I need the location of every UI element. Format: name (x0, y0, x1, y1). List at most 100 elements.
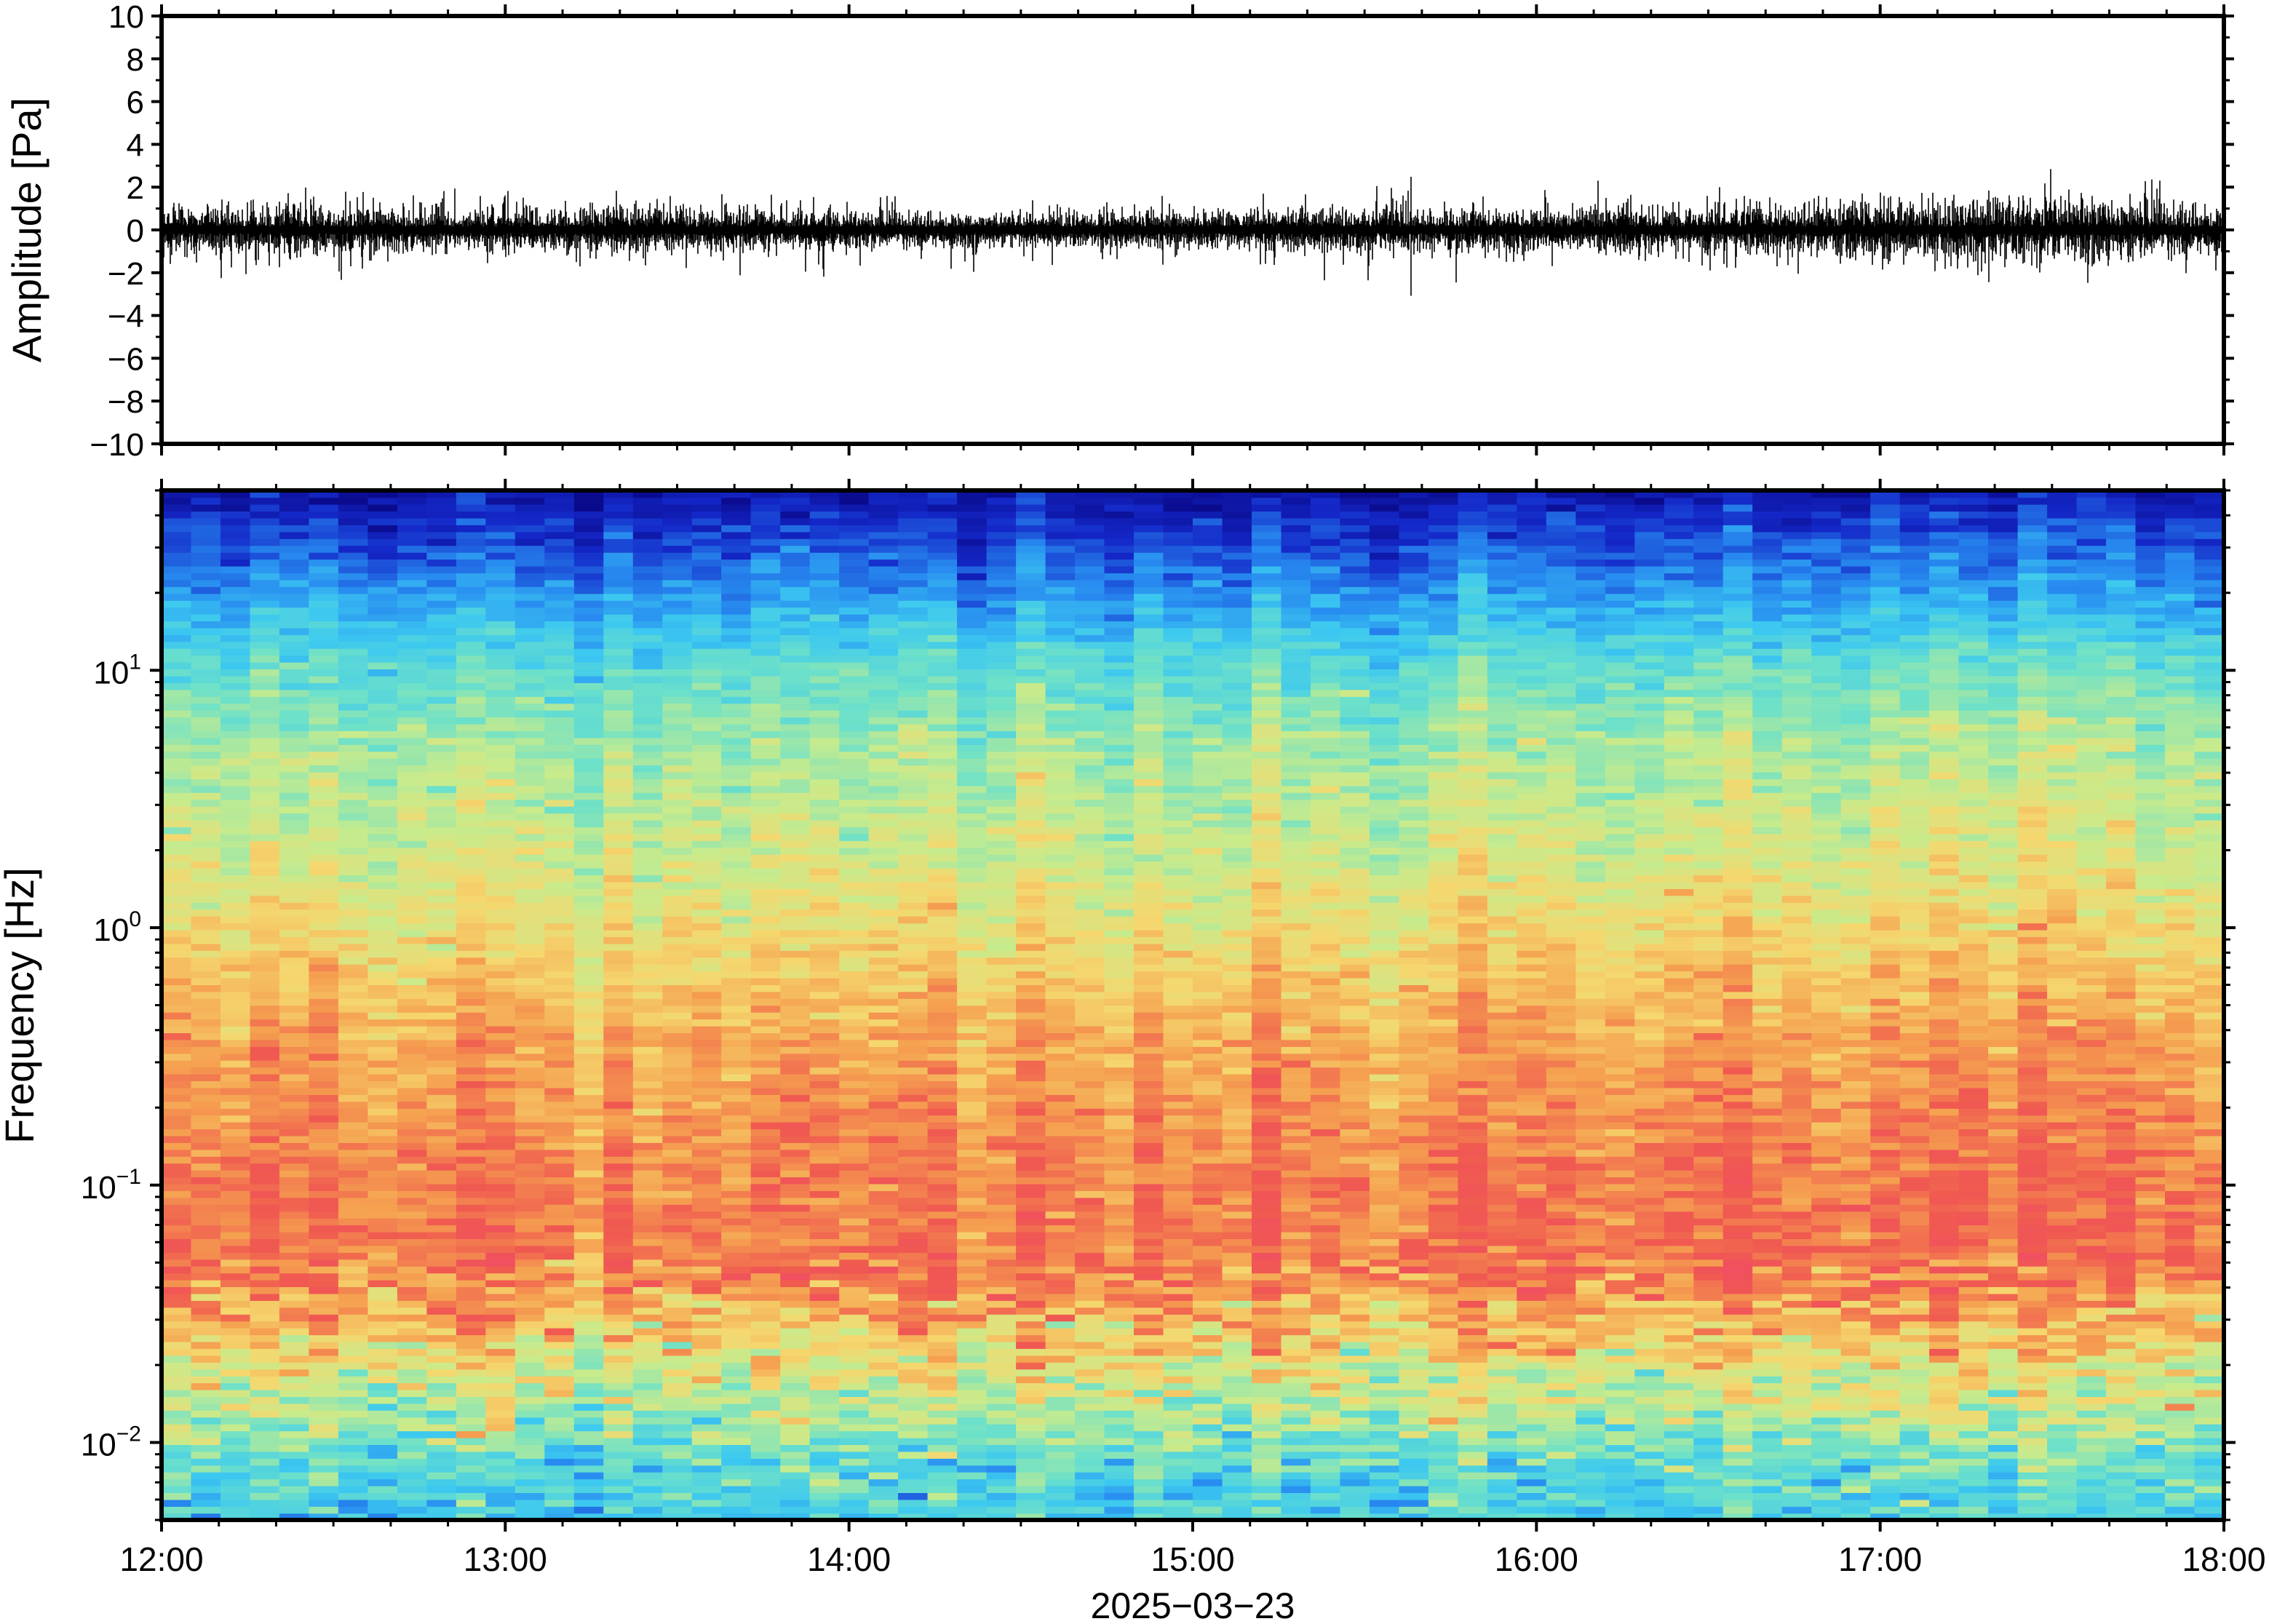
spectrogram-cell (162, 1334, 192, 1342)
spectrogram-cell (1399, 1252, 1429, 1260)
spectrogram-cell (868, 1204, 899, 1212)
spectrogram-cell (1840, 1293, 1871, 1301)
spectrogram-cell (220, 1094, 251, 1102)
spectrogram-cell (2165, 1169, 2196, 1178)
waveform-y-tick-label: 6 (127, 85, 144, 121)
spectrogram-cell (2135, 1183, 2166, 1191)
spectrogram-cell (868, 1334, 899, 1342)
spectrogram-cell (898, 1334, 929, 1342)
spectrogram-cell (1575, 1231, 1606, 1239)
spectrogram-cell (1487, 1293, 1518, 1301)
spectrogram-cell (603, 1307, 634, 1315)
spectrogram-cell (1487, 1396, 1518, 1404)
spectrogram-cell (1693, 1053, 1724, 1061)
spectrogram-cell (1517, 1101, 1547, 1109)
spectrogram-cell (1281, 1225, 1311, 1233)
spectrogram-cell (1781, 1129, 1812, 1137)
spectrogram-cell (1252, 1121, 1282, 1130)
spectrogram-cell (1016, 1321, 1046, 1329)
spectrogram-cell (1075, 1190, 1105, 1198)
spectrogram-cell (1193, 1156, 1223, 1164)
spectrogram-cell (986, 1472, 1017, 1480)
spectrogram-cell (1575, 1403, 1606, 1411)
spectrogram-cell (1752, 1053, 1783, 1061)
spectrogram-cell (1958, 1101, 1989, 1109)
spectrogram-cell (1487, 1286, 1518, 1294)
spectrogram-cell (603, 1327, 634, 1336)
spectrogram-cell (544, 1458, 575, 1466)
spectrogram-cell (2106, 1067, 2137, 1075)
spectrogram-cell (2017, 1211, 2048, 1219)
spectrogram-cell (1104, 1156, 1134, 1164)
spectrogram-cell (514, 1190, 546, 1198)
spectrogram-cell (573, 1039, 605, 1047)
spectrogram-cell (957, 1389, 988, 1397)
spectrogram-cell (2165, 1094, 2196, 1102)
spectrogram-cell (1517, 1231, 1547, 1239)
spectrogram-cell (1722, 1238, 1753, 1246)
spectrogram-cell (868, 1225, 899, 1233)
spectrogram-cell (220, 1204, 251, 1212)
spectrogram-cell (309, 1286, 339, 1294)
spectrogram-cell (2017, 1046, 2048, 1054)
spectrogram-cell (1193, 1389, 1223, 1397)
spectrogram-cell (1870, 1499, 1901, 1507)
spectrogram-cell (927, 1039, 958, 1047)
spectrogram-cell (1458, 1293, 1488, 1301)
spectrogram-cell (250, 1169, 280, 1178)
spectrogram-cell (1163, 1472, 1193, 1480)
spectrogram-cell (1016, 1217, 1046, 1226)
spectrogram-cell (1693, 1334, 1724, 1342)
spectrogram-cell (1193, 1073, 1223, 1081)
spectrogram-cell (1310, 1211, 1341, 1219)
spectrogram-cell (1487, 1225, 1518, 1233)
spectrogram-cell (426, 1417, 457, 1425)
spectrogram-cell (1075, 1060, 1105, 1068)
spectrogram-cell (986, 1485, 1017, 1493)
spectrogram-cell (544, 1115, 575, 1123)
spectrogram-cell (1193, 1190, 1223, 1198)
spectrogram-cell (1752, 1410, 1783, 1418)
spectrogram-cell (868, 1129, 899, 1137)
spectrogram-cell (1664, 1108, 1695, 1116)
spectrogram-cell (839, 1485, 870, 1493)
spectrogram-cell (1517, 1321, 1547, 1329)
spectrogram-cell (1222, 1430, 1252, 1438)
spectrogram-cell (485, 1321, 516, 1329)
spectrogram-cell (721, 1135, 752, 1143)
spectrogram-cell (691, 1073, 722, 1081)
spectrogram-cell (780, 1121, 811, 1130)
spectrogram-cell (927, 1382, 958, 1390)
spectrogram-cell (367, 1362, 398, 1370)
spectrogram-cell (898, 1403, 929, 1411)
spectrogram-cell (1163, 1087, 1193, 1095)
spectrogram-cell (1428, 1451, 1459, 1459)
spectrogram-cell (309, 1396, 339, 1404)
spectrogram-cell (1340, 1121, 1370, 1130)
spectrogram-cell (1075, 1067, 1105, 1075)
spectrogram-cell (1899, 1156, 1930, 1164)
spectrogram-cell (2106, 1348, 2137, 1356)
spectrogram-cell (1134, 1314, 1164, 1322)
spectrogram-cell (1487, 1478, 1518, 1486)
spectrogram-cell (1281, 1465, 1311, 1473)
spectrogram-cell (426, 1211, 457, 1219)
spectrogram-cell (1840, 1362, 1871, 1370)
spectrogram-cell (662, 1417, 693, 1425)
spectrogram-cell (1634, 1403, 1665, 1411)
spectrogram-cell (1781, 1307, 1812, 1315)
spectrogram-cell (544, 1444, 575, 1452)
spectrogram-cell (338, 1300, 369, 1308)
spectrogram-cell (1929, 1279, 1960, 1287)
spectrogram-cell (456, 1108, 487, 1116)
spectrogram-cell (1958, 1506, 1989, 1514)
spectrogram-cell (1899, 1046, 1930, 1054)
spectrogram-cell (1870, 1101, 1901, 1109)
spectrogram-cell (839, 1197, 870, 1205)
spectrogram-cell (898, 1492, 929, 1500)
spectrogram-cell (514, 1197, 546, 1205)
spectrogram-cell (485, 1197, 516, 1205)
spectrogram-cell (2194, 1321, 2224, 1329)
spectrogram-cell (1075, 1197, 1105, 1205)
spectrogram-cell (662, 1238, 693, 1246)
